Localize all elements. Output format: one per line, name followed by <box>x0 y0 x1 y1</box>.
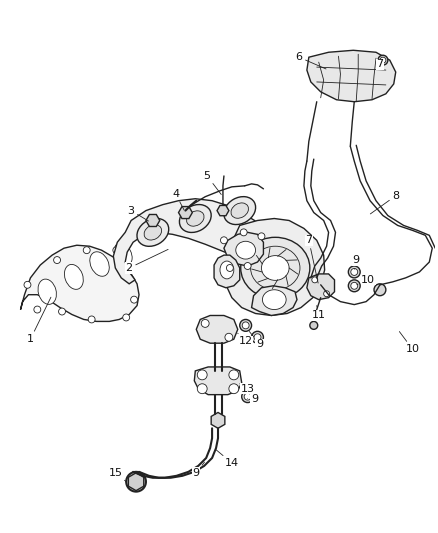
Text: 9: 9 <box>193 462 205 478</box>
Ellipse shape <box>114 243 132 265</box>
Polygon shape <box>194 367 242 394</box>
Circle shape <box>88 316 95 323</box>
Ellipse shape <box>144 225 162 240</box>
Text: 9: 9 <box>249 332 263 349</box>
Circle shape <box>348 266 360 278</box>
Circle shape <box>324 290 329 297</box>
Circle shape <box>312 277 318 283</box>
Ellipse shape <box>64 264 83 289</box>
Circle shape <box>197 384 207 394</box>
Circle shape <box>244 263 251 270</box>
Polygon shape <box>307 274 335 300</box>
Circle shape <box>351 269 358 276</box>
Circle shape <box>133 479 139 484</box>
Text: 5: 5 <box>204 171 221 195</box>
Circle shape <box>310 321 318 329</box>
Ellipse shape <box>251 246 300 290</box>
Text: 11: 11 <box>312 305 326 320</box>
Circle shape <box>374 284 386 296</box>
Circle shape <box>351 282 358 289</box>
Circle shape <box>240 229 247 236</box>
Polygon shape <box>217 205 229 216</box>
Text: 12: 12 <box>238 333 253 346</box>
Circle shape <box>254 334 261 341</box>
Circle shape <box>242 322 249 329</box>
Circle shape <box>229 370 239 380</box>
Ellipse shape <box>241 237 310 298</box>
Text: 15: 15 <box>110 468 126 482</box>
Text: 10: 10 <box>357 275 375 285</box>
Circle shape <box>201 319 209 327</box>
Circle shape <box>53 256 60 263</box>
Circle shape <box>83 247 90 254</box>
Text: 3: 3 <box>127 206 148 221</box>
Text: 7: 7 <box>305 235 318 283</box>
Polygon shape <box>224 232 263 266</box>
Ellipse shape <box>90 252 109 276</box>
Polygon shape <box>196 316 238 343</box>
Circle shape <box>380 57 386 63</box>
Ellipse shape <box>38 279 57 304</box>
Text: 9: 9 <box>353 255 360 269</box>
Circle shape <box>242 391 254 402</box>
Polygon shape <box>128 473 144 491</box>
Ellipse shape <box>236 241 255 259</box>
Text: 1: 1 <box>27 297 51 344</box>
Text: 8: 8 <box>371 191 399 214</box>
Ellipse shape <box>137 219 169 246</box>
Text: 14: 14 <box>216 450 239 468</box>
Text: 10: 10 <box>399 332 420 354</box>
Polygon shape <box>113 199 271 284</box>
Circle shape <box>251 332 263 343</box>
Polygon shape <box>211 413 225 429</box>
Circle shape <box>197 370 207 380</box>
Text: 9: 9 <box>247 393 258 403</box>
Polygon shape <box>224 219 325 316</box>
Text: 6: 6 <box>296 52 326 69</box>
Circle shape <box>59 308 65 315</box>
Circle shape <box>24 281 31 288</box>
Ellipse shape <box>224 197 256 224</box>
Circle shape <box>378 55 388 65</box>
Text: 4: 4 <box>172 189 184 210</box>
Circle shape <box>130 476 142 488</box>
Circle shape <box>229 384 239 394</box>
Polygon shape <box>307 50 396 102</box>
Ellipse shape <box>231 203 248 219</box>
Circle shape <box>348 280 360 292</box>
Polygon shape <box>179 207 192 219</box>
Ellipse shape <box>220 261 234 279</box>
Circle shape <box>225 333 233 341</box>
Polygon shape <box>146 214 160 227</box>
Polygon shape <box>21 245 139 321</box>
Text: 7: 7 <box>376 59 384 69</box>
Ellipse shape <box>261 256 289 280</box>
Ellipse shape <box>262 290 286 310</box>
Circle shape <box>244 393 251 400</box>
Polygon shape <box>251 286 297 316</box>
Text: 2: 2 <box>126 249 168 273</box>
Circle shape <box>123 314 130 321</box>
Ellipse shape <box>187 211 204 226</box>
Text: 13: 13 <box>240 384 254 394</box>
Circle shape <box>113 247 120 254</box>
Ellipse shape <box>180 205 211 232</box>
Circle shape <box>240 319 251 332</box>
Circle shape <box>131 296 138 303</box>
Circle shape <box>126 472 146 491</box>
Polygon shape <box>214 255 240 288</box>
Circle shape <box>258 233 265 240</box>
Circle shape <box>34 306 41 313</box>
Circle shape <box>226 264 233 271</box>
Circle shape <box>220 237 227 244</box>
